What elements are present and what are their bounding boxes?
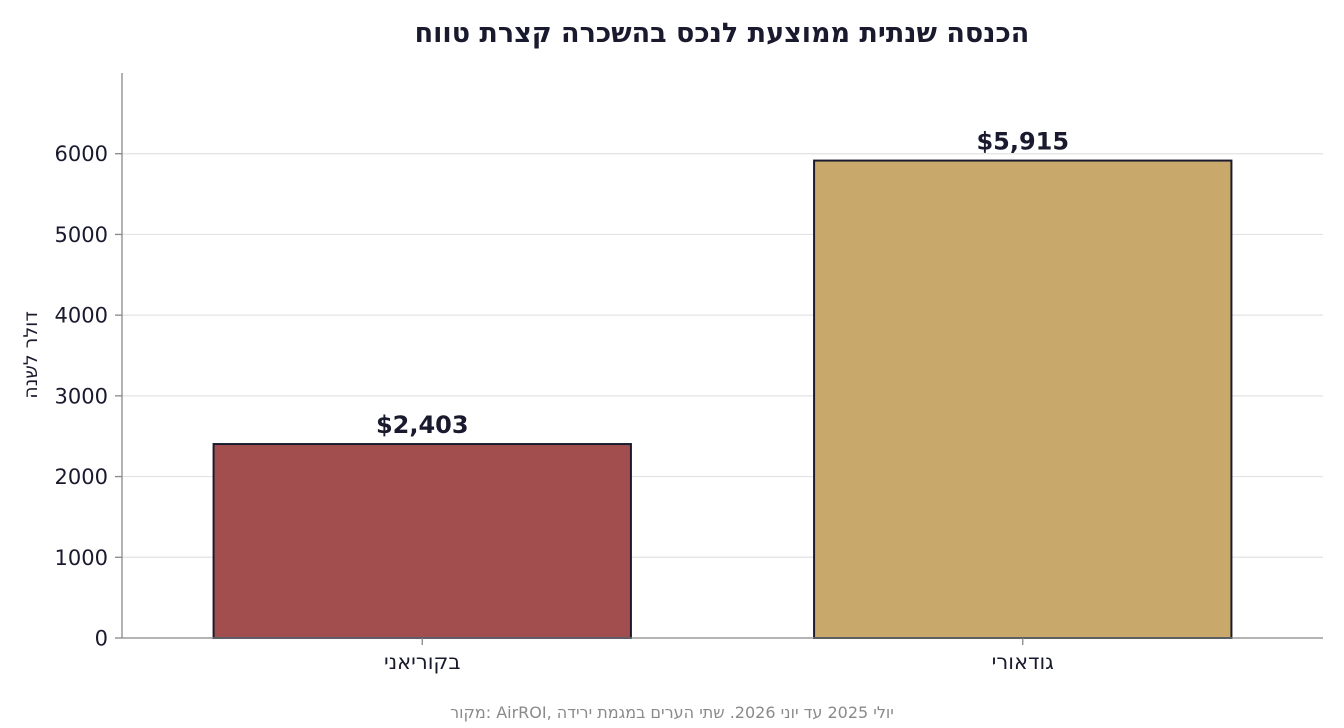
bar-value-label: $5,915 [976, 128, 1069, 156]
y-axis-label: דולר לשנה [20, 311, 42, 398]
source-note: מקור: AirROI, יולי 2025 עד יוני 2026. שת… [450, 703, 894, 722]
axes [121, 73, 1323, 639]
x-tick-label: בקוריאני [384, 650, 460, 674]
y-tick-label: 6000 [55, 142, 108, 166]
y-tick-label: 4000 [55, 304, 108, 328]
y-ticks: 0 1000 2000 3000 4000 5000 6000 [55, 142, 122, 651]
data-labels: $5,915 $2,403 [376, 128, 1069, 439]
y-tick-label: 0 [95, 627, 108, 651]
y-tick-label: 2000 [55, 465, 108, 489]
x-ticks: גודאורי בקוריאני [384, 638, 1054, 674]
bar-value-label: $2,403 [376, 411, 469, 439]
x-tick-label: גודאורי [992, 650, 1054, 674]
chart-title: הכנסה שנתית ממוצעת לנכס בהשכרה קצרת טווח [415, 18, 1030, 49]
bar-1 [813, 159, 1233, 639]
bars [212, 159, 1233, 639]
y-tick-label: 3000 [55, 384, 108, 408]
bar-2 [212, 443, 632, 639]
y-tick-label: 5000 [55, 223, 108, 247]
y-tick-label: 1000 [55, 546, 108, 570]
